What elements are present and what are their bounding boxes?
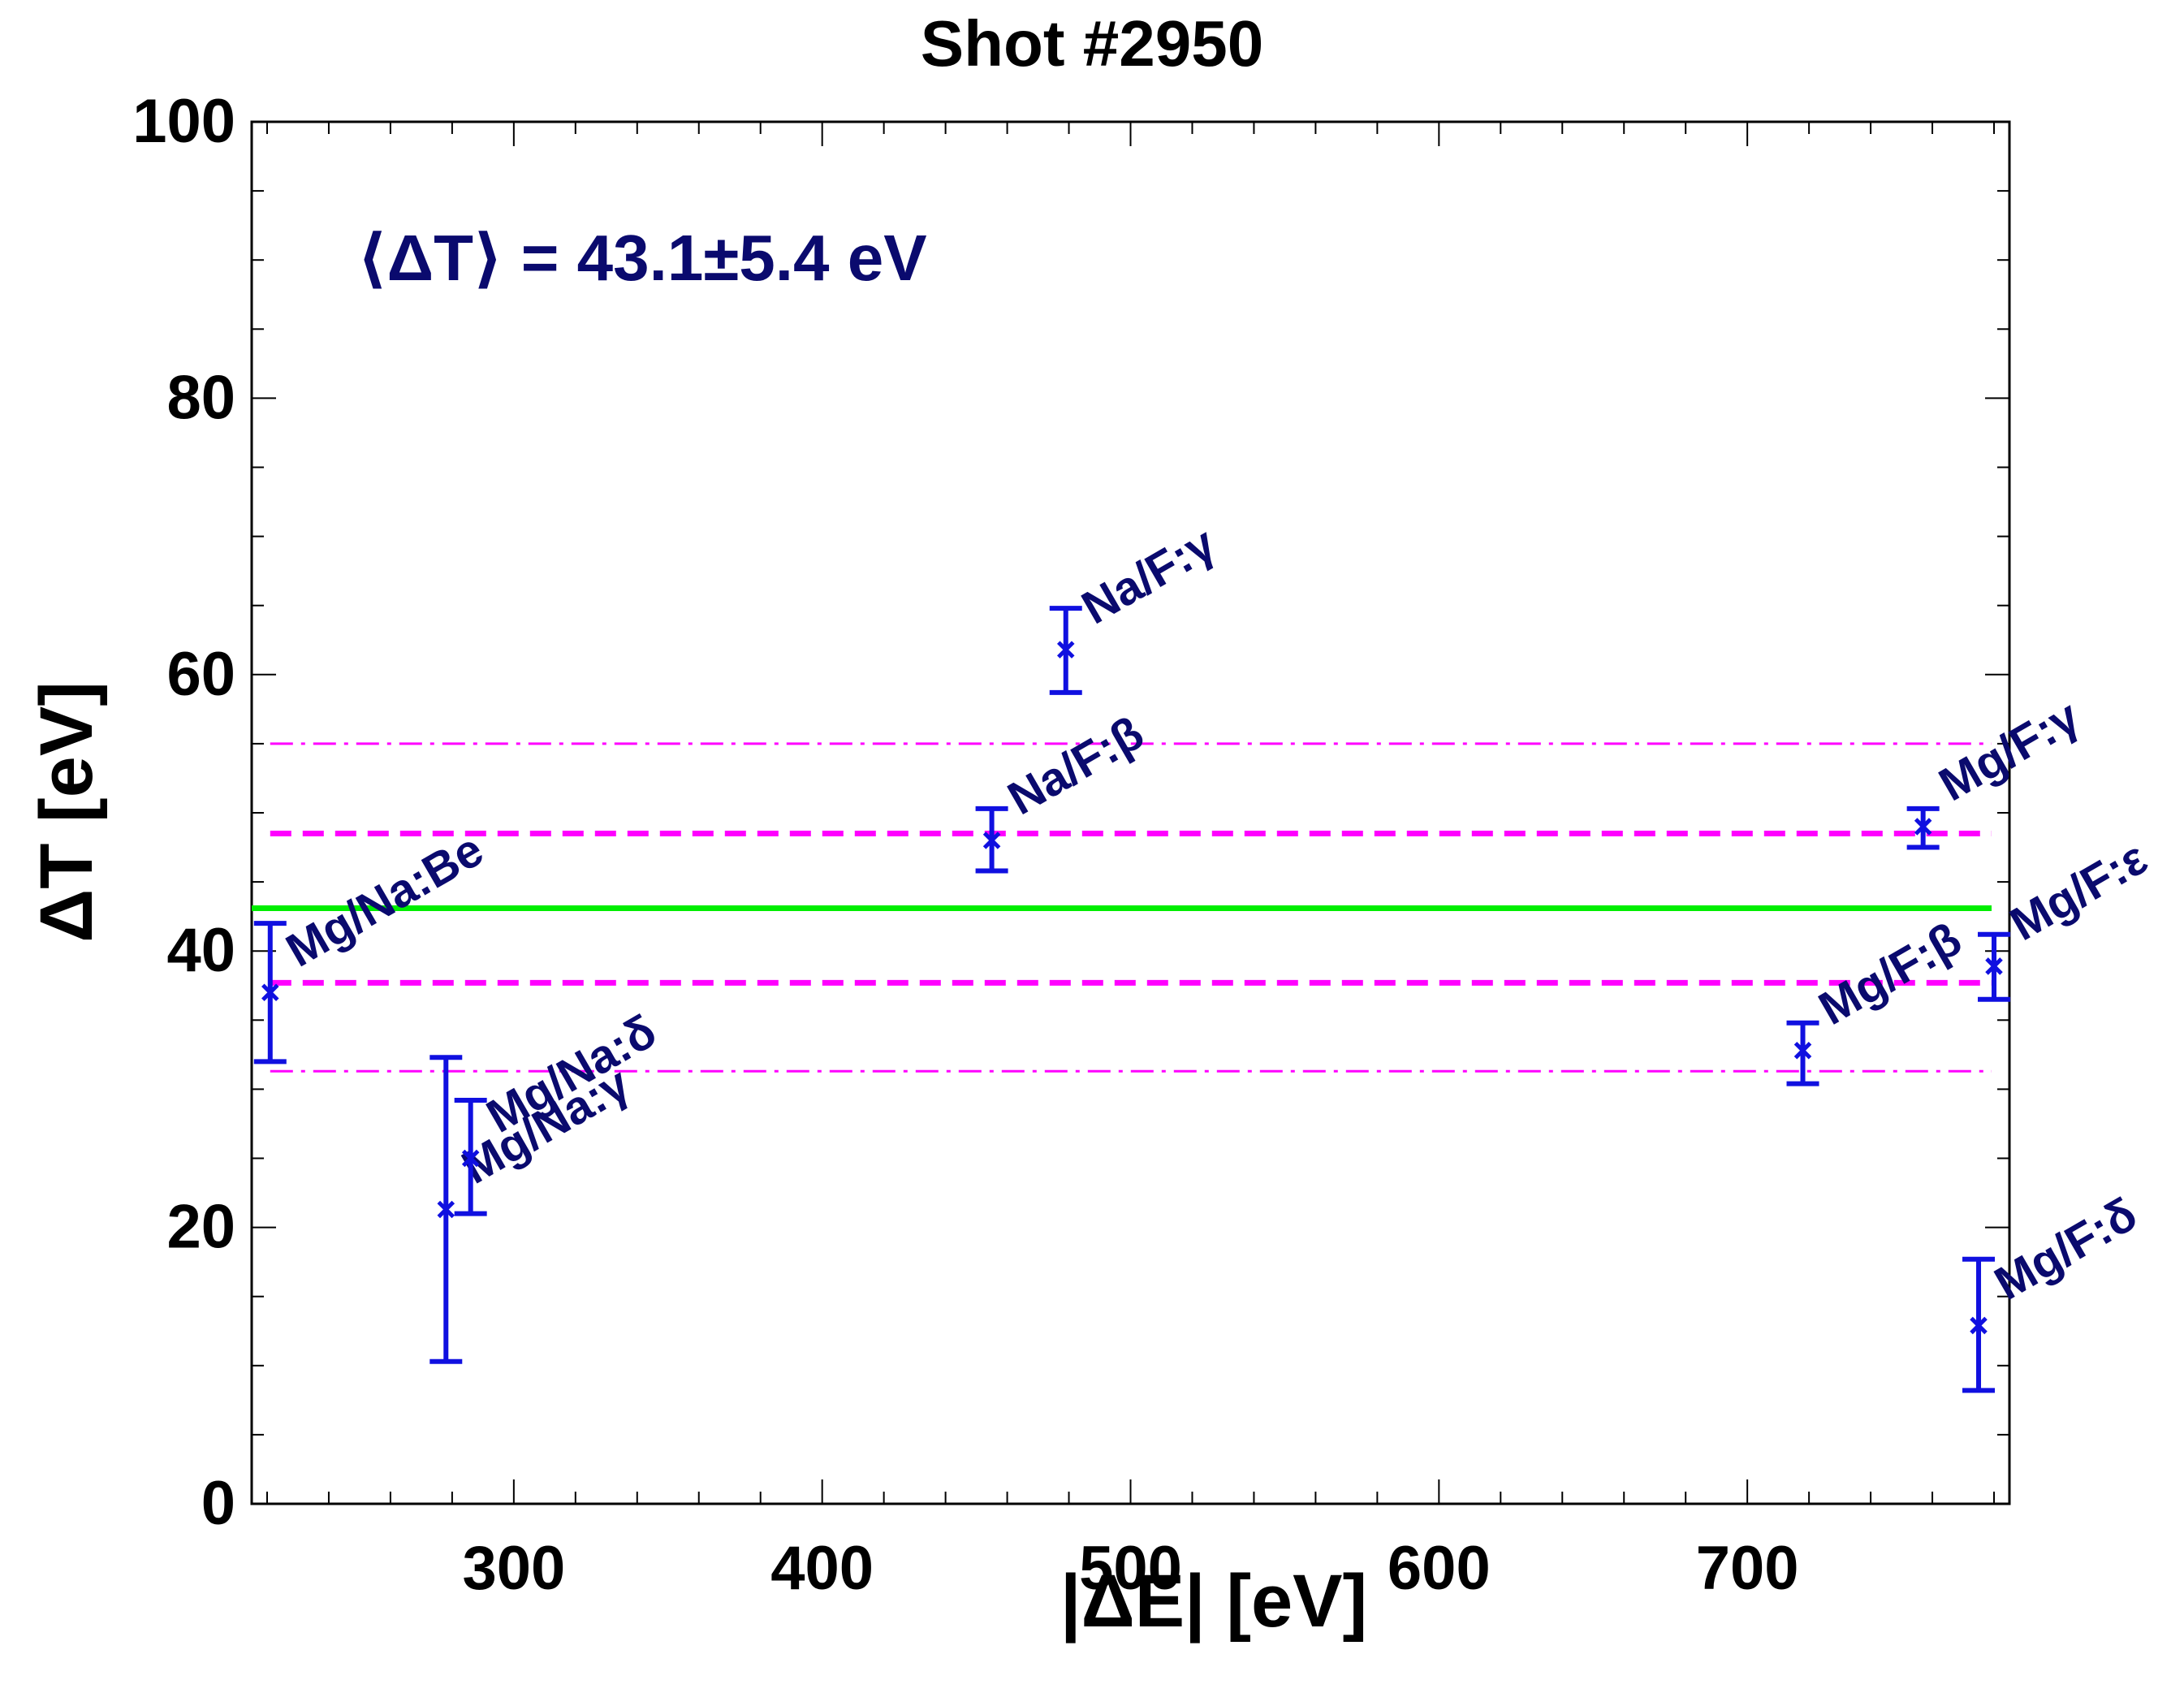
plot-frame [250, 120, 2011, 1505]
y-tick-label: 80 [166, 363, 235, 432]
data-point: Mg/F:δ [1962, 1188, 2146, 1393]
point-marker [1793, 1041, 1812, 1060]
point-marker [461, 1149, 480, 1168]
data-point: Mg/Na:Be [253, 823, 492, 1065]
x-axis-label: |ΔE| [eV] [1060, 1560, 1368, 1643]
point-marker [1056, 641, 1075, 659]
point-label: Mg/Na:Be [278, 823, 492, 977]
point-marker [1914, 818, 1932, 836]
point-label: Mg/F:β [1811, 913, 1970, 1035]
x-tick-label: 600 [1388, 1534, 1491, 1603]
point-marker [1970, 1316, 1988, 1335]
y-tick-label: 100 [132, 87, 235, 156]
data-point: Mg/F:ε [1978, 831, 2156, 1002]
data-point: Mg/F:γ [1906, 689, 2089, 850]
chart-title: Shot #2950 [920, 7, 1264, 80]
point-label: Na/F:γ [1073, 516, 1225, 634]
x-tick-label: 300 [462, 1534, 565, 1603]
mean-annotation: ⟨ΔT⟩ = 43.1±5.4 eV [357, 222, 927, 294]
y-tick-label: 40 [166, 916, 235, 985]
point-label: Na/F:β [999, 706, 1153, 825]
x-tick-label: 400 [770, 1534, 874, 1603]
point-marker [1985, 957, 2003, 975]
x-tick-label: 700 [1696, 1534, 1799, 1603]
point-label: Mg/F:ε [2001, 831, 2156, 951]
data-point: Na/F:γ [1049, 516, 1225, 695]
y-tick-label: 20 [166, 1193, 235, 1262]
point-marker [982, 831, 1001, 849]
y-tick-label: 60 [166, 640, 235, 709]
point-marker [437, 1200, 455, 1219]
y-tick-label: 0 [201, 1469, 235, 1538]
x-tick-label: 500 [1079, 1534, 1182, 1603]
data-point: Mg/F:β [1786, 913, 1970, 1086]
data-point: Na/F:β [975, 706, 1153, 874]
y-axis-label: ΔT [eV] [25, 681, 108, 943]
point-marker [261, 983, 279, 1002]
